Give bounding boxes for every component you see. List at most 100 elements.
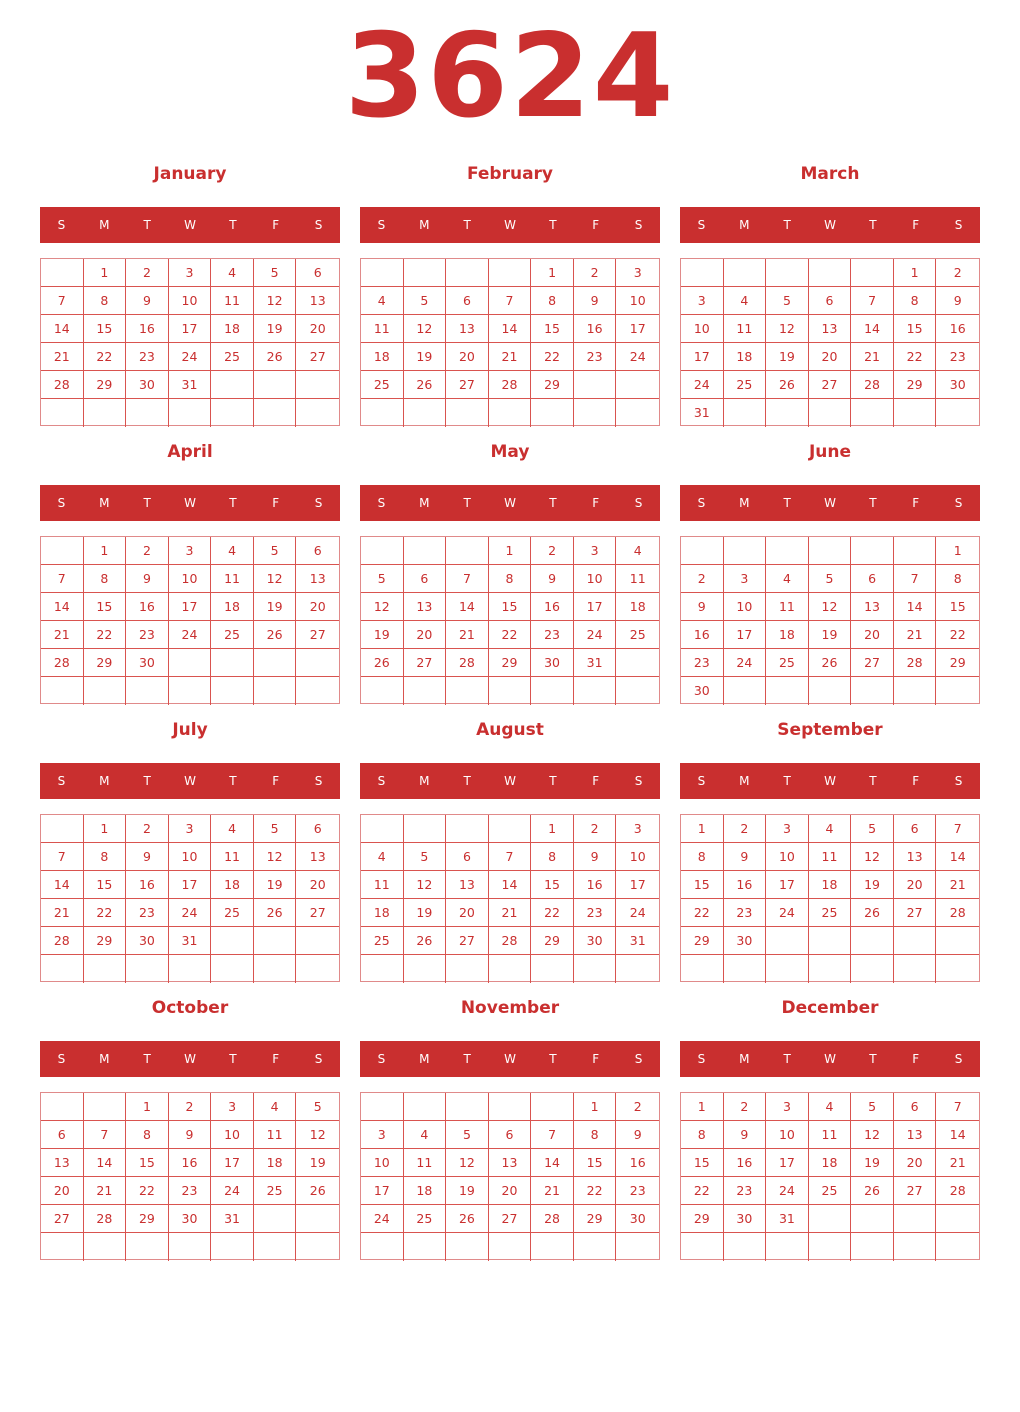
empty-cell [936, 399, 979, 427]
day-cell: 13 [808, 315, 852, 343]
empty-cell [893, 927, 937, 955]
empty-cell [361, 677, 404, 705]
day-cell: 1 [681, 1093, 724, 1121]
day-cell: 20 [296, 593, 339, 621]
day-cell: 9 [126, 843, 169, 871]
weekday-label: W [184, 774, 196, 788]
weekday-label: S [954, 1052, 963, 1066]
weekday-label: S [57, 1052, 66, 1066]
day-cell: 7 [41, 843, 84, 871]
day-cell: 20 [41, 1177, 84, 1205]
day-cell: 4 [403, 1121, 447, 1149]
day-cell: 22 [83, 343, 127, 371]
day-cell: 25 [766, 649, 809, 677]
day-cell: 12 [253, 843, 297, 871]
empty-cell [361, 815, 404, 843]
day-cell: 28 [41, 649, 84, 677]
day-cell: 5 [296, 1093, 339, 1121]
day-cell: 7 [488, 287, 532, 315]
day-cell: 3 [168, 537, 212, 565]
day-cell: 3 [211, 1093, 254, 1121]
empty-cell [893, 1205, 937, 1233]
day-cell: 11 [361, 871, 404, 899]
weekday-label: F [912, 218, 920, 232]
day-cell: 24 [681, 371, 724, 399]
day-cell: 20 [296, 871, 339, 899]
day-cell: 27 [893, 899, 937, 927]
empty-cell [254, 1233, 297, 1261]
weekday-label: T [143, 1052, 151, 1066]
empty-cell [808, 1205, 852, 1233]
empty-cell [766, 927, 809, 955]
day-cell: 17 [361, 1177, 404, 1205]
day-cell: 19 [403, 343, 447, 371]
weekday-label: S [697, 218, 706, 232]
day-cell: 21 [446, 621, 489, 649]
day-cell: 9 [723, 843, 767, 871]
empty-cell [361, 399, 404, 427]
day-cell: 23 [531, 621, 574, 649]
empty-cell [936, 955, 979, 983]
day-cell: 27 [893, 1177, 937, 1205]
day-cell: 21 [936, 871, 979, 899]
empty-cell [489, 1233, 532, 1261]
weekday-label: S [697, 774, 706, 788]
weekday-label: T [783, 496, 791, 510]
day-cell: 13 [488, 1149, 532, 1177]
empty-cell [404, 677, 447, 705]
empty-cell [211, 1233, 254, 1261]
weekday-label: T [463, 218, 471, 232]
day-cell: 18 [766, 621, 809, 649]
day-cell: 31 [616, 927, 659, 955]
day-grid: 1 2 3 4 5 6 7 8 9 10 11 12 13 14 15 16 17 18 19 20 21 22 23 24 2… [360, 1092, 660, 1261]
day-cell: 8 [83, 843, 127, 871]
empty-cell [851, 927, 894, 955]
empty-cell [296, 1233, 339, 1261]
day-grid: 1 2 3 4 5 6 7 8 9 10 11 12 13 14 15 16 17 18 19 20 21 22 23 24 2… [360, 814, 660, 983]
day-cell: 2 [168, 1093, 212, 1121]
day-cell: 15 [531, 871, 574, 899]
day-cell: 19 [403, 899, 447, 927]
day-cell: 16 [573, 315, 617, 343]
empty-cell [724, 955, 767, 983]
empty-cell [254, 955, 297, 983]
day-cell: 6 [893, 815, 937, 843]
day-cell: 26 [253, 899, 297, 927]
day-grid: 1 2 3 4 5 6 7 8 9 10 11 12 13 14 15 16 17 18 19 20 21 22 23 24 2… [40, 536, 340, 705]
empty-cell [616, 1233, 659, 1261]
day-cell: 6 [296, 537, 339, 565]
day-cell: 2 [531, 537, 574, 565]
empty-cell [211, 371, 254, 399]
day-cell: 17 [211, 1149, 254, 1177]
weekday-label: S [697, 496, 706, 510]
empty-cell [253, 649, 297, 677]
weekday-label: T [783, 774, 791, 788]
day-cell: 25 [808, 899, 852, 927]
weekday-label: F [592, 496, 600, 510]
empty-cell [296, 649, 339, 677]
day-cell: 28 [488, 371, 532, 399]
empty-cell [446, 815, 489, 843]
empty-cell [403, 1093, 447, 1121]
day-cell: 12 [851, 1121, 894, 1149]
day-cell: 28 [936, 899, 979, 927]
day-cell: 5 [403, 287, 447, 315]
day-cell: 21 [936, 1149, 979, 1177]
empty-cell [894, 399, 937, 427]
day-cell: 20 [893, 871, 937, 899]
day-cell: 21 [41, 899, 84, 927]
empty-cell [446, 259, 489, 287]
empty-cell [766, 259, 809, 287]
day-cell: 17 [168, 315, 212, 343]
day-cell: 31 [211, 1205, 254, 1233]
day-cell: 11 [361, 315, 404, 343]
day-cell: 2 [573, 259, 617, 287]
empty-cell [296, 1205, 339, 1233]
day-cell: 15 [573, 1149, 617, 1177]
empty-cell [766, 1233, 809, 1261]
day-cell: 28 [531, 1205, 574, 1233]
